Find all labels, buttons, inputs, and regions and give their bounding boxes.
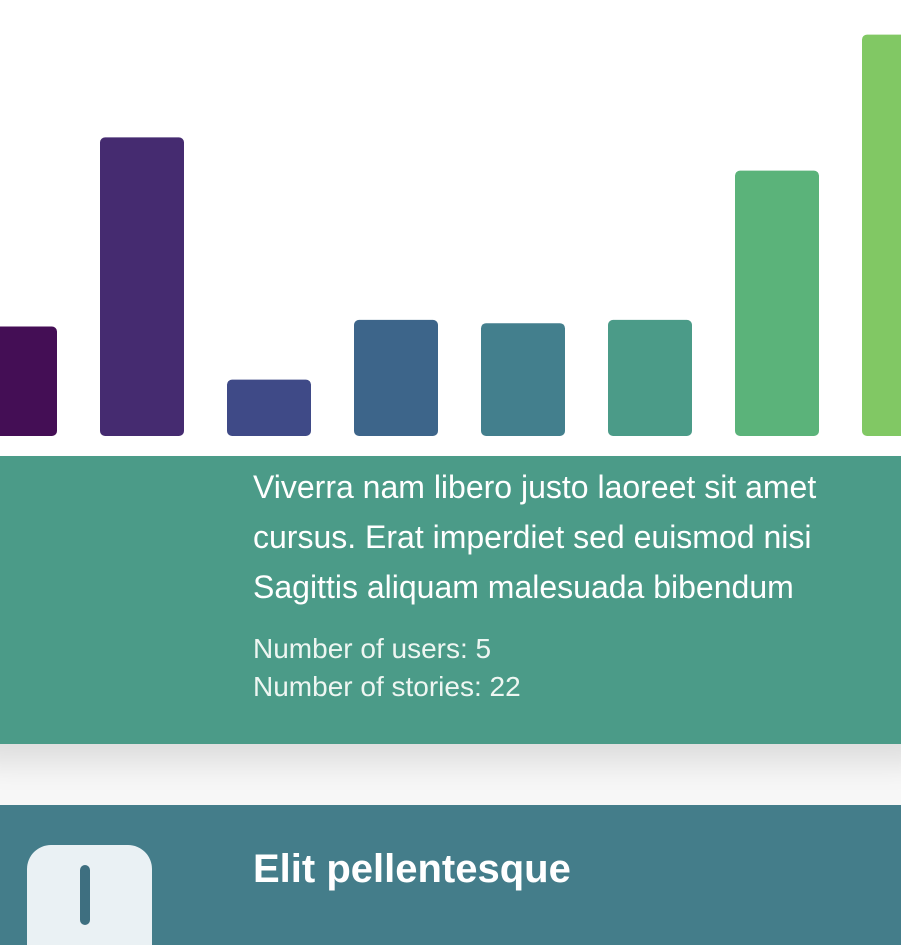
bar-2 xyxy=(227,379,311,436)
bar-6 xyxy=(735,170,819,436)
exclamation-icon xyxy=(27,845,152,945)
description-line-2: cursus. Erat imperdiet sed euismod nisi xyxy=(253,519,812,555)
bar-3 xyxy=(354,319,438,436)
description-line-3: Sagittis aliquam malesuada bibendum xyxy=(253,569,794,605)
stories-count: Number of stories: 22 xyxy=(253,671,521,702)
story-card-2[interactable]: Elit pellentesque xyxy=(0,805,901,945)
description-line-1: Viverra nam libero justo laoreet sit ame… xyxy=(253,469,817,505)
bar-0 xyxy=(0,326,57,436)
bar-1 xyxy=(100,137,184,436)
story-card-1[interactable]: Viverra nam libero justo laoreet sit ame… xyxy=(0,456,901,744)
card-stats: Number of users: 5 Number of stories: 22 xyxy=(253,630,521,706)
bar-5 xyxy=(608,319,692,436)
bar-4 xyxy=(481,323,565,436)
card-description: Viverra nam libero justo laoreet sit ame… xyxy=(253,462,901,612)
users-count: Number of users: 5 xyxy=(253,633,492,664)
bar-chart-svg xyxy=(0,34,901,436)
bar-7 xyxy=(862,34,901,436)
bar-chart xyxy=(0,0,901,456)
card-title: Elit pellentesque xyxy=(253,847,571,891)
